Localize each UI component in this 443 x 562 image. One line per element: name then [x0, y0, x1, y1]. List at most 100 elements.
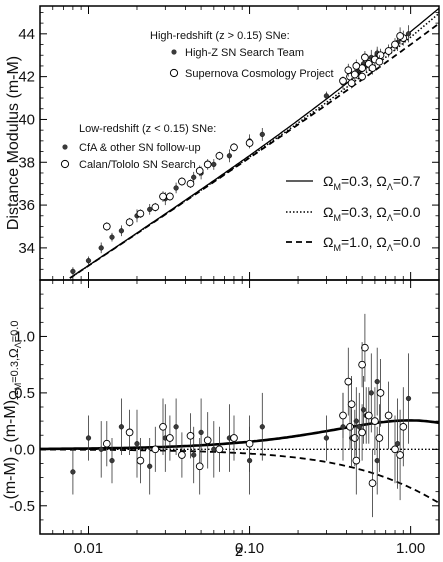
residual-point-s3-p7	[186, 431, 195, 440]
high-z-legend-title: High-redshift (z > 0.15) SNe:	[150, 30, 290, 42]
residual-point-s1-p2	[350, 434, 359, 442]
top-point-s1-p6	[376, 51, 385, 60]
top-point-s3-p8	[195, 166, 204, 175]
residual-point-s3-p1	[125, 428, 134, 437]
top-y-axis-ticks: 34 36 38 40 42 44	[18, 12, 439, 270]
top-point-s3-p10	[215, 151, 224, 160]
legend-label-flat-matter-model: ΩM=1.0, ΩΛ=0.0	[323, 234, 421, 253]
residual-panel: -0.5 0.0 0.5 1.0 0.01 0.10 1.00 z (m-M) - (m-…	[2, 279, 440, 560]
bottom-data-points	[70, 313, 412, 518]
residual-point-s3-p3	[151, 445, 160, 454]
top-point-s1-p0	[339, 77, 347, 85]
residual-point-s1-p14	[384, 411, 393, 420]
top-point-s0-p5	[405, 31, 412, 37]
residual-point-s1-p6	[376, 389, 385, 397]
residual-point-s3-p8	[195, 462, 204, 471]
residual-point-s2-p4	[118, 424, 125, 430]
bottom-ytick-label-3: 1.0	[14, 328, 35, 345]
top-data-points	[70, 25, 412, 276]
legend-marker-scp	[169, 68, 179, 78]
residual-point-s0-p5	[405, 395, 412, 402]
top-point-s2-p3	[109, 234, 115, 240]
top-point-s1-p10	[352, 62, 361, 70]
legend-label-open-model: ΩM=0.3, ΩΛ=0.0	[323, 204, 421, 223]
top-point-s2-p9	[191, 174, 197, 180]
top-ytick-label-38: 38	[18, 154, 35, 171]
residual-point-s3-p4	[159, 422, 167, 431]
top-point-s2-p0	[70, 268, 76, 275]
top-point-s1-p17	[358, 72, 366, 81]
residual-point-s2-p2	[98, 446, 104, 452]
top-point-s3-p7	[186, 179, 195, 188]
residual-point-s0-p3	[368, 390, 374, 396]
residual-point-s1-p4	[364, 411, 373, 420]
residual-point-s3-p9	[203, 436, 212, 445]
top-point-s3-p3	[151, 203, 160, 212]
xtick-label-1: 0.10	[235, 540, 264, 557]
bottom-ytick-label-0: -0.5	[9, 498, 35, 515]
top-ytick-label-36: 36	[18, 197, 35, 214]
top-point-s1-p7	[391, 40, 399, 49]
top-ytick-label-34: 34	[18, 240, 35, 257]
residual-point-s3-p12	[245, 439, 254, 448]
top-point-s3-p12	[245, 139, 254, 147]
residual-point-s0-p11	[395, 441, 401, 447]
residual-point-s0-p6	[323, 435, 330, 441]
residual-point-s1-p3	[358, 428, 366, 437]
bottom-x-axis-ticks: 0.01 0.10 1.00	[39, 280, 425, 557]
top-point-s1-p15	[396, 32, 404, 40]
low-z-legend-title: Low-redshift (z < 0.15) SNe:	[79, 123, 216, 135]
residual-point-s1-p1	[346, 422, 354, 431]
legend-marker-high-z-team	[171, 49, 177, 55]
residual-point-s1-p16	[344, 377, 353, 386]
hubble-diagram-panel: 34 36 38 40 42 44 Distance Modulus (m-M) High…	[5, 5, 440, 281]
residual-point-s2-p11	[211, 446, 217, 452]
bottom-ytick-label-2: 0.5	[14, 385, 35, 402]
model-legend: ΩM=0.3, ΩΛ=0.7 ΩM=0.3, ΩΛ=0.0 ΩM=1.0, ΩΛ…	[286, 173, 421, 253]
legend-label-cfa: CfA & other SN follow-up	[79, 142, 201, 154]
residual-point-s1-p15	[396, 451, 404, 459]
residual-point-s3-p2	[136, 456, 145, 465]
top-point-s2-p2	[98, 245, 104, 251]
legend-label-high-z-team: High-Z SN Search Team	[185, 47, 304, 59]
top-ytick-label-40: 40	[18, 111, 35, 128]
top-point-s3-p11	[230, 143, 238, 152]
bottom-ytick-label-1: 0.0	[14, 441, 35, 458]
residual-point-s1-p10	[352, 456, 361, 465]
residual-point-s1-p5	[371, 417, 379, 425]
top-point-s2-p14	[259, 131, 265, 138]
top-point-s3-p6	[178, 177, 186, 186]
top-point-s1-p16	[344, 66, 353, 75]
residual-point-s3-p6	[178, 451, 186, 459]
residual-point-s2-p6	[147, 463, 153, 469]
legend-marker-cfa	[62, 144, 68, 150]
residual-point-s1-p8	[399, 422, 408, 431]
residual-point-s1-p11	[347, 400, 356, 409]
top-point-s1-p13	[375, 57, 384, 66]
top-point-s3-p0	[102, 222, 111, 231]
residual-point-s0-p4	[374, 458, 380, 464]
legend-label-lambda-model: ΩM=0.3, ΩΛ=0.7	[323, 173, 421, 192]
top-point-s1-p12	[368, 64, 377, 72]
residual-point-s3-p5	[166, 434, 174, 442]
top-point-s1-p2	[350, 70, 359, 79]
legend-label-calan: Calan/Tololo SN Search	[79, 159, 196, 171]
top-point-s3-p9	[203, 160, 212, 169]
legend-marker-calan	[60, 159, 70, 169]
top-point-s1-p11	[347, 79, 356, 87]
top-point-s2-p12	[226, 153, 233, 159]
top-ytick-label-44: 44	[18, 26, 35, 43]
top-point-s2-p6	[147, 206, 153, 213]
residual-point-s2-p10	[198, 429, 204, 436]
top-point-s2-p11	[211, 161, 217, 168]
residual-point-s1-p12	[368, 479, 377, 488]
residual-point-s2-p9	[191, 452, 197, 458]
top-point-s3-p1	[125, 218, 134, 227]
top-point-s3-p5	[166, 192, 174, 201]
bottom-y-axis-title: (m-M) - (m-M)ΩM=0.3,ΩΛ=0.0	[2, 321, 23, 500]
residual-point-s1-p17	[358, 360, 366, 369]
x-axis-title: z	[235, 543, 243, 560]
legend-label-scp: Supernova Cosmology Project	[185, 68, 334, 80]
